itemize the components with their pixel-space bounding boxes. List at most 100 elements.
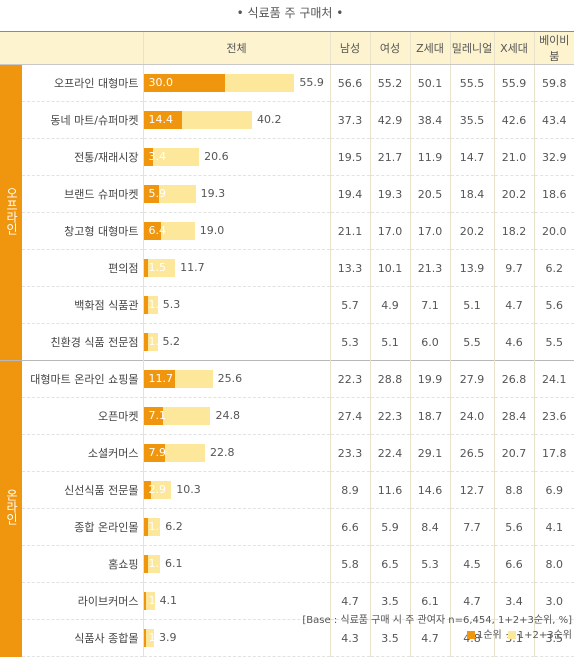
value-label-rank1: 7.9	[148, 446, 167, 459]
value-label-rank123: 25.6	[217, 372, 243, 385]
table-row: 종합 온라인몰 1.8 6.2 6.6 5.9 8.4 7.7 5.6 4.1	[0, 508, 574, 546]
bar-rank1	[143, 481, 152, 499]
value-label-rank1: 1.1	[148, 594, 167, 607]
bar-rank123	[143, 629, 155, 647]
table-row: 라이브커머스 1.1 4.1 4.7 3.5 6.1 4.7 3.4 3.0	[0, 582, 574, 620]
row-label: 오프라인 대형마트	[22, 64, 143, 102]
data-cell: 24.1	[533, 360, 574, 398]
data-cell: 22.3	[369, 397, 410, 435]
legend-swatch-rank123	[507, 631, 516, 639]
data-cell: 20.2	[493, 175, 534, 213]
value-label-rank123: 5.3	[162, 298, 181, 311]
table-row: 백화점 식품관 1.5 5.3 5.7 4.9 7.1 5.1 4.7 5.6	[0, 286, 574, 324]
data-cell: 6.2	[533, 249, 574, 287]
row-label: 홈쇼핑	[22, 545, 143, 583]
bar-rank123	[143, 555, 160, 573]
data-cell: 5.5	[533, 323, 574, 361]
data-cell: 5.5	[449, 323, 494, 361]
total-bar-cell: 1.1 4.1	[142, 582, 330, 620]
data-cell: 4.7	[493, 286, 534, 324]
value-label-rank123: 19.3	[200, 187, 226, 200]
bar-rank1	[143, 407, 163, 425]
data-cell: 4.1	[533, 508, 574, 546]
data-cell: 4.9	[369, 286, 410, 324]
data-cell: 4.7	[449, 582, 494, 620]
data-cell: 27.9	[449, 360, 494, 398]
bar-rank123	[143, 592, 155, 610]
value-label-rank123: 19.0	[199, 224, 225, 237]
header-gen-z: Z세대	[409, 31, 450, 65]
value-label-rank123: 20.6	[204, 150, 229, 163]
value-label-rank123: 10.3	[176, 483, 201, 496]
data-cell: 22.4	[369, 434, 410, 472]
value-label-rank1: 7.1	[148, 409, 167, 422]
data-cell: 3.4	[493, 582, 534, 620]
data-cell: 12.7	[449, 471, 494, 509]
table-row: 오프라인 오프라인 대형마트 30.0 55.9 56.6 55.2 50.1 55.5 55.…	[0, 64, 574, 361]
data-cell: 23.3	[329, 434, 370, 472]
bar-rank1	[143, 296, 148, 314]
data-cell: 6.6	[493, 545, 534, 583]
total-bar-cell: 30.0 55.9	[142, 64, 330, 102]
table-row: 오픈마켓 7.1 24.8 27.4 22.3 18.7 24.0 28.4 23.6	[0, 397, 574, 435]
total-bar-cell: 2.9 10.3	[142, 471, 330, 509]
data-cell: 5.9	[369, 508, 410, 546]
header-total: 전체	[142, 31, 330, 65]
data-cell: 22.3	[329, 360, 370, 398]
data-cell: 5.7	[329, 286, 370, 324]
total-bar-cell: 1.5 5.3	[142, 286, 330, 324]
data-cell: 6.9	[533, 471, 574, 509]
data-cell: 32.9	[533, 138, 574, 176]
data-cell: 11.6	[369, 471, 410, 509]
value-label-rank1: 2.9	[148, 483, 167, 496]
data-cell: 42.9	[369, 101, 410, 139]
data-cell: 18.6	[533, 175, 574, 213]
data-cell: 13.3	[329, 249, 370, 287]
data-cell: 19.3	[369, 175, 410, 213]
bar-rank1	[143, 444, 165, 462]
data-cell: 19.5	[329, 138, 370, 176]
data-cell: 20.2	[449, 212, 494, 250]
data-cell: 20.0	[533, 212, 574, 250]
legend-item-rank1: 1순위	[466, 626, 502, 641]
value-label-rank1: 14.4	[148, 113, 174, 126]
row-label: 편의점	[22, 249, 143, 287]
value-label-rank123: 3.9	[159, 631, 177, 644]
table-row: 친환경 식품 전문점 1.7 5.2 5.3 5.1 6.0 5.5 4.6 5.5	[0, 323, 574, 361]
data-cell: 10.1	[369, 249, 410, 287]
value-label-rank1: 1.0	[148, 631, 167, 644]
header-babyboom: 베이비붐	[533, 31, 574, 65]
row-label: 소셜커머스	[22, 434, 143, 472]
total-bar-cell: 11.7 25.6	[142, 360, 330, 398]
data-cell: 5.1	[369, 323, 410, 361]
data-cell: 14.6	[409, 471, 450, 509]
data-cell: 6.1	[409, 582, 450, 620]
data-cell: 17.0	[369, 212, 410, 250]
bar-rank123	[143, 259, 176, 277]
table-body: 오프라인 오프라인 대형마트 30.0 55.9 56.6 55.2 50.1 55.5 55.…	[0, 64, 574, 657]
data-cell: 17.8	[533, 434, 574, 472]
table-row: 신선식품 전문몰 2.9 10.3 8.9 11.6 14.6 12.7 8.8 6.9	[0, 471, 574, 509]
bar-rank1	[143, 333, 149, 351]
data-cell: 21.7	[369, 138, 410, 176]
value-label-rank1: 5.9	[148, 187, 167, 200]
data-cell: 8.9	[329, 471, 370, 509]
table-row: 편의점 1.5 11.7 13.3 10.1 21.3 13.9 9.7 6.2	[0, 249, 574, 287]
data-cell: 9.7	[493, 249, 534, 287]
data-cell: 37.3	[329, 101, 370, 139]
bar-rank1	[143, 370, 176, 388]
total-bar-cell: 14.4 40.2	[142, 101, 330, 139]
header-gen-x: X세대	[493, 31, 534, 65]
value-label-rank1: 6.4	[148, 224, 167, 237]
total-bar-cell: 1.8 6.2	[142, 508, 330, 546]
total-bar-cell: 7.1 24.8	[142, 397, 330, 435]
header-row: 전체 남성 여성 Z세대 밀레니얼 X세대 베이비붐	[0, 31, 574, 65]
data-cell: 29.1	[409, 434, 450, 472]
data-cell: 50.1	[409, 64, 450, 102]
data-cell: 8.4	[409, 508, 450, 546]
value-label-rank1: 1.5	[148, 557, 167, 570]
data-cell: 5.8	[329, 545, 370, 583]
row-label: 종합 온라인몰	[22, 508, 143, 546]
row-label: 식품사 종합몰	[22, 619, 143, 657]
data-cell: 5.6	[493, 508, 534, 546]
